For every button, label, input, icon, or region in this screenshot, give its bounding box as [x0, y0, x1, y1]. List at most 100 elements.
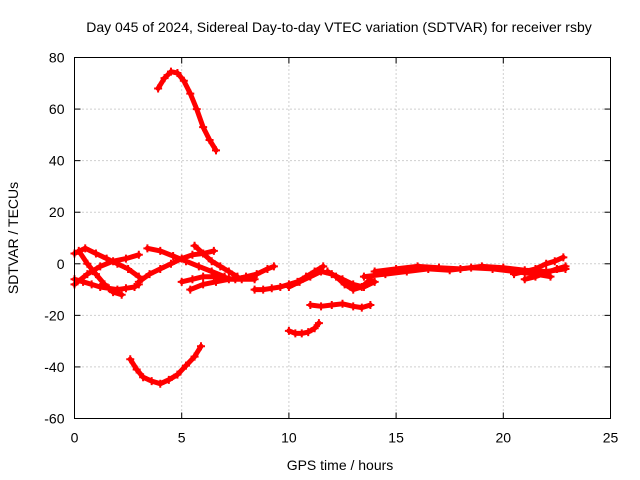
y-tick-label: -60: [44, 411, 64, 427]
data-point: [546, 272, 555, 281]
data-point: [510, 270, 519, 279]
data-point: [207, 257, 216, 266]
y-tick-label: -20: [44, 307, 64, 323]
data-point: [259, 285, 268, 294]
data-point: [196, 342, 205, 351]
data-point: [359, 272, 368, 281]
x-tick-label: 20: [496, 430, 512, 446]
data-point: [181, 361, 190, 370]
data-point: [199, 123, 208, 132]
data-point: [413, 262, 422, 271]
data-point: [199, 249, 208, 258]
data-point: [276, 282, 285, 291]
data-point: [349, 285, 358, 294]
data-point: [121, 254, 130, 263]
data-point: [147, 377, 156, 386]
data-point: [306, 301, 315, 310]
chart-title: Day 045 of 2024, Sidereal Day-to-day VTE…: [86, 19, 592, 35]
data-point: [319, 262, 328, 271]
data-point: [169, 252, 178, 261]
data-point: [559, 253, 568, 262]
data-point: [188, 275, 197, 284]
y-tick-label: 40: [49, 153, 65, 169]
data-point: [269, 262, 278, 271]
series-arc-high: [154, 67, 221, 155]
data-point: [252, 270, 261, 279]
data-point: [91, 249, 100, 258]
data-point: [179, 76, 188, 85]
data-point: [156, 379, 165, 388]
data-point: [126, 355, 135, 364]
data-point: [145, 270, 154, 279]
data-point: [91, 270, 100, 279]
data-point: [550, 257, 559, 266]
data-point: [109, 257, 118, 266]
data-point: [314, 319, 323, 328]
data-point: [212, 146, 221, 155]
y-axis-label: SDTVAR / TECUs: [5, 182, 21, 294]
data-point: [338, 299, 347, 308]
data-point: [156, 264, 165, 273]
data-point: [81, 244, 90, 253]
data-point: [190, 352, 199, 361]
data-point: [392, 264, 401, 273]
data-point: [304, 328, 313, 337]
y-tick-label: 0: [57, 256, 65, 272]
series-arc-17: [510, 253, 568, 279]
data-point: [267, 284, 276, 293]
data-point: [216, 262, 225, 271]
data-point: [366, 301, 375, 310]
series-trace: [127, 343, 204, 387]
series-arc-9: [186, 275, 259, 294]
data-point: [531, 264, 540, 273]
series-arc-14: [306, 299, 375, 312]
data-point: [96, 282, 105, 291]
data-point: [166, 67, 175, 76]
tick-labels: 0 5 10 15 20 25 -60 -40 -20 0 20 40 60 80: [44, 50, 618, 446]
data-point: [209, 272, 218, 281]
data-point: [190, 241, 199, 250]
data-point: [186, 89, 195, 98]
data-point: [205, 136, 214, 145]
series-arc-12: [323, 267, 375, 294]
data-point: [224, 267, 233, 276]
x-tick-label: 10: [281, 430, 297, 446]
data-point: [357, 303, 366, 312]
data-point: [156, 246, 165, 255]
y-tick-label: 20: [49, 204, 65, 220]
data-point: [250, 285, 259, 294]
data-point: [192, 105, 201, 114]
data-point: [154, 84, 163, 93]
data-point: [212, 277, 221, 286]
plot-data: [70, 67, 570, 388]
data-point: [87, 280, 96, 289]
data-point: [456, 264, 465, 273]
data-point: [194, 262, 203, 271]
data-point: [284, 282, 293, 291]
data-point: [134, 277, 143, 286]
data-point: [74, 246, 83, 255]
data-point: [96, 262, 105, 271]
data-point: [173, 370, 182, 379]
data-point: [327, 301, 336, 310]
series-trace: [155, 69, 219, 153]
y-tick-label: -40: [44, 359, 64, 375]
data-point: [357, 282, 366, 291]
data-point: [177, 254, 186, 263]
data-point: [177, 277, 186, 286]
data-point: [83, 270, 92, 279]
data-point: [295, 277, 304, 286]
y-tick-label: 80: [49, 50, 65, 66]
data-point: [323, 267, 332, 276]
data-point: [317, 302, 326, 311]
grid: [74, 57, 611, 419]
data-point: [186, 285, 195, 294]
data-point: [143, 244, 152, 253]
data-point: [164, 375, 173, 384]
x-tick-label: 0: [71, 430, 79, 446]
data-point: [477, 262, 486, 271]
data-point: [332, 272, 341, 281]
data-point: [109, 288, 118, 297]
data-point: [121, 284, 130, 293]
